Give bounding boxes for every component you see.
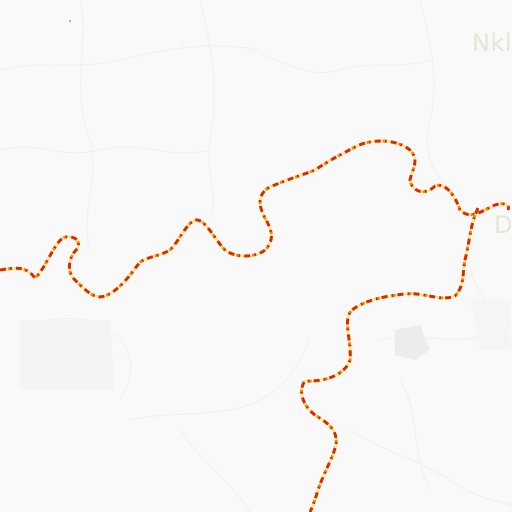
border-line bbox=[0, 139, 510, 512]
faint-areas-layer bbox=[20, 300, 512, 390]
place-label-nk[interactable]: Nkl bbox=[472, 29, 512, 57]
map-point bbox=[69, 20, 71, 22]
place-label-d[interactable]: D bbox=[494, 211, 512, 239]
